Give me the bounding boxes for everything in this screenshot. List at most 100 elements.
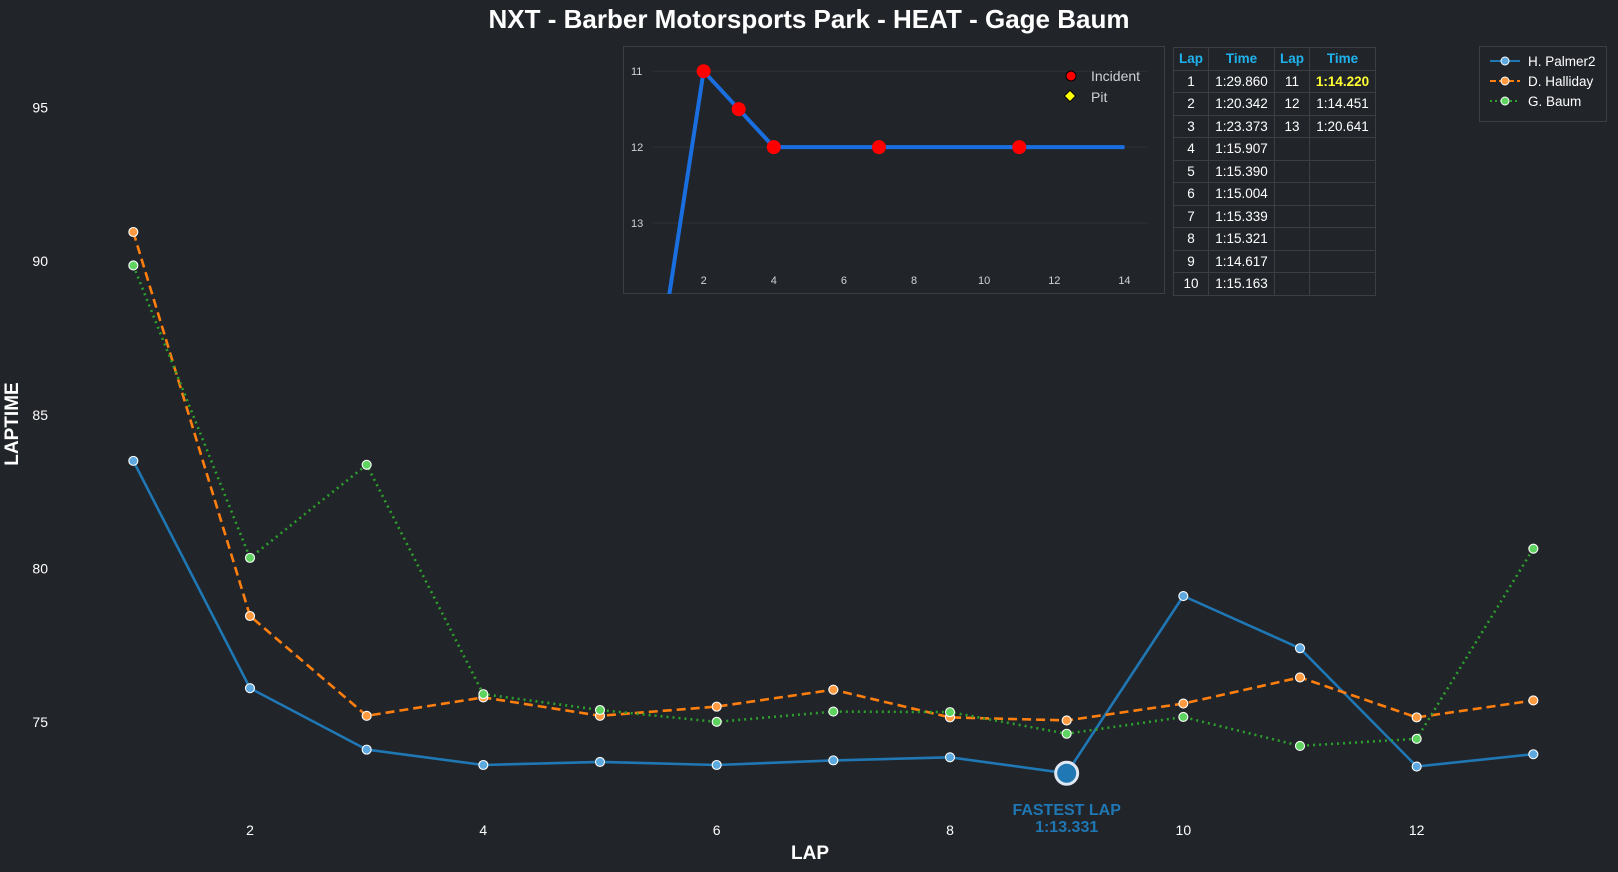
table-cell-lap: 11 bbox=[1274, 69, 1310, 93]
data-point-h-palmer2 bbox=[1294, 643, 1306, 654]
data-point-g-baum bbox=[828, 706, 839, 717]
x-tick-label: 8 bbox=[946, 822, 954, 838]
table-cell-lap bbox=[1274, 249, 1310, 273]
pit-legend-icon bbox=[1063, 89, 1077, 103]
table-cell-time: 1:15.907 bbox=[1208, 137, 1275, 161]
table-cell-lap bbox=[1274, 204, 1310, 228]
incident-marker bbox=[871, 140, 886, 155]
table-row: 6 1:15.004 bbox=[1173, 182, 1376, 206]
series-line-h-palmer2 bbox=[132, 460, 1534, 775]
pit-legend-label: Pit bbox=[1091, 89, 1107, 105]
legend-label-baum: G. Baum bbox=[1528, 93, 1582, 109]
y-tick-label: 90 bbox=[32, 253, 48, 269]
legend-item-halliday: D. Halliday bbox=[1488, 71, 1593, 91]
data-point-g-baum bbox=[478, 689, 489, 700]
table-cell-time: 1:23.373 bbox=[1208, 114, 1275, 138]
incident-legend-icon bbox=[1065, 70, 1077, 82]
table-row: 5 1:15.390 bbox=[1173, 159, 1376, 183]
fastest-lap-time: 1:13.331 bbox=[1035, 819, 1098, 836]
table-row: 10 1:15.163 bbox=[1173, 272, 1376, 296]
table-cell-lap: 12 bbox=[1274, 92, 1310, 116]
legend-label-halliday: D. Halliday bbox=[1528, 73, 1594, 89]
table-cell-time bbox=[1309, 227, 1376, 251]
table-row: 8 1:15.321 bbox=[1173, 227, 1376, 251]
table-header-row: Lap Time Lap Time bbox=[1173, 47, 1376, 71]
data-point-g-baum bbox=[1061, 728, 1072, 739]
position-inset-frame bbox=[623, 46, 1165, 294]
table-cell-time: 1:14.451 bbox=[1309, 92, 1376, 116]
table-cell-time bbox=[1309, 204, 1376, 228]
data-point-g-baum bbox=[244, 552, 256, 563]
table-cell-lap bbox=[1274, 272, 1310, 296]
incident-marker bbox=[1012, 140, 1027, 155]
x-tick-label: 2 bbox=[246, 822, 254, 838]
series-line-d-halliday bbox=[132, 231, 1534, 722]
position-inset-chart: 111213142468101214IncidentPit bbox=[631, 64, 1148, 294]
incident-marker bbox=[766, 140, 781, 155]
table-cell-time bbox=[1309, 272, 1376, 296]
data-point-g-baum bbox=[944, 707, 956, 718]
data-point-g-baum bbox=[361, 459, 372, 470]
x-tick-label: 12 bbox=[1409, 822, 1425, 838]
data-point-h-palmer2 bbox=[1528, 749, 1539, 760]
legend-label-palmer: H. Palmer2 bbox=[1528, 53, 1596, 69]
legend-swatch-baum bbox=[1490, 96, 1520, 106]
table-cell-lap bbox=[1274, 182, 1310, 206]
inset-y-tick-label: 11 bbox=[631, 66, 642, 78]
table-cell-time: 1:15.390 bbox=[1208, 159, 1275, 183]
table-cell-time bbox=[1309, 182, 1376, 206]
inset-y-tick-label: 12 bbox=[631, 142, 643, 154]
table-cell-time: 1:20.342 bbox=[1208, 92, 1275, 116]
series-line-g-baum bbox=[132, 265, 1535, 748]
data-point-h-palmer2 bbox=[128, 455, 139, 466]
incident-marker bbox=[696, 64, 711, 79]
inset-x-tick-label: 10 bbox=[978, 275, 990, 287]
y-tick-label: 95 bbox=[32, 100, 48, 116]
data-point-g-baum bbox=[1411, 733, 1422, 744]
data-point-h-palmer2 bbox=[1411, 761, 1422, 772]
data-point-d-halliday bbox=[1294, 672, 1306, 683]
legend-swatch-halliday bbox=[1490, 76, 1520, 86]
data-point-g-baum bbox=[1294, 740, 1306, 751]
data-point-h-palmer2 bbox=[361, 744, 372, 755]
table-row: 2 1:20.342 12 1:14.451 bbox=[1173, 92, 1376, 116]
table-cell-time bbox=[1309, 137, 1376, 161]
data-point-g-baum bbox=[1178, 711, 1189, 723]
fastest-lap-label: FASTEST LAP bbox=[1012, 802, 1121, 819]
table-cell-time: 1:14.617 bbox=[1208, 249, 1275, 273]
table-cell-time: 1:20.641 bbox=[1309, 114, 1376, 138]
table-row: 9 1:14.617 bbox=[1173, 249, 1376, 273]
table-cell-lap bbox=[1274, 227, 1310, 251]
table-header-time-2: Time bbox=[1309, 47, 1376, 71]
data-point-d-halliday bbox=[128, 226, 139, 238]
data-point-h-palmer2 bbox=[594, 756, 606, 767]
data-point-g-baum bbox=[594, 704, 606, 716]
data-point-g-baum bbox=[711, 716, 722, 727]
inset-x-tick-label: 12 bbox=[1048, 275, 1060, 287]
table-cell-lap: 7 bbox=[1173, 204, 1209, 228]
x-axis-label: LAP bbox=[791, 843, 829, 864]
legend-item-palmer: H. Palmer2 bbox=[1488, 51, 1596, 71]
data-point-d-halliday bbox=[1061, 715, 1072, 726]
table-row: 3 1:23.373 13 1:20.641 bbox=[1173, 114, 1376, 138]
data-point-d-halliday bbox=[828, 684, 839, 695]
data-point-d-halliday bbox=[711, 701, 722, 712]
table-cell-lap: 2 bbox=[1173, 92, 1209, 116]
y-axis-label: LAPTIME bbox=[2, 382, 23, 465]
inset-x-tick-label: 14 bbox=[1118, 275, 1130, 287]
table-row: 7 1:15.339 bbox=[1173, 204, 1376, 228]
table-cell-time: 1:15.321 bbox=[1208, 227, 1275, 251]
table-cell-lap bbox=[1274, 137, 1310, 161]
inset-x-tick-label: 8 bbox=[911, 275, 917, 287]
table-cell-lap: 1 bbox=[1173, 69, 1209, 93]
table-cell-lap: 10 bbox=[1173, 272, 1209, 296]
table-cell-time: 1:29.860 bbox=[1208, 69, 1275, 93]
table-header-time: Time bbox=[1208, 47, 1275, 71]
data-point-d-halliday bbox=[1178, 698, 1189, 709]
chart-legend: H. Palmer2 D. Halliday G. Baum bbox=[1479, 46, 1607, 122]
data-point-d-halliday bbox=[1411, 712, 1422, 723]
x-tick-label: 6 bbox=[713, 822, 721, 838]
table-cell-lap: 5 bbox=[1173, 159, 1209, 183]
data-point-h-palmer2 bbox=[944, 752, 956, 763]
y-tick-label: 80 bbox=[32, 560, 48, 576]
